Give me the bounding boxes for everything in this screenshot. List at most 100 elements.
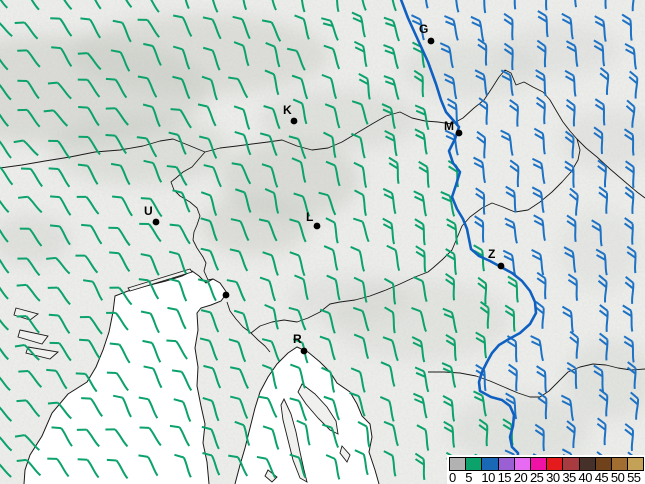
wind-barb <box>265 41 281 68</box>
wind-barb <box>566 361 578 390</box>
wind-barb <box>321 366 336 393</box>
wind-barb <box>626 361 637 390</box>
wind-barb <box>535 96 546 125</box>
legend-color-cell <box>497 457 515 471</box>
wind-barb <box>445 248 458 276</box>
wind-barb <box>78 106 100 127</box>
legend-color-cell <box>465 457 483 471</box>
wind-barb <box>595 248 608 276</box>
wind-barb <box>358 0 367 11</box>
wind-barb <box>573 0 578 8</box>
wind-barb <box>382 187 397 215</box>
wind-barb <box>566 420 576 449</box>
wind-barb <box>414 218 426 246</box>
wind-barb <box>357 421 371 448</box>
wind-barb <box>200 191 218 217</box>
wind-barb <box>318 191 337 216</box>
wind-barb <box>321 73 338 100</box>
wind-barb <box>0 82 12 101</box>
legend-color-cell <box>546 457 564 471</box>
country-border <box>428 363 645 398</box>
wind-barb <box>598 388 609 417</box>
wind-barb <box>200 309 220 333</box>
wind-barb <box>143 365 163 389</box>
wind-barb <box>143 42 162 66</box>
wind-barb <box>0 166 14 186</box>
wind-barb <box>564 69 577 97</box>
wind-barb <box>228 76 249 99</box>
wind-barb <box>413 276 428 302</box>
wind-barb <box>442 394 456 422</box>
wind-barb <box>168 131 187 155</box>
wind-barb <box>105 77 128 99</box>
wind-barb <box>388 156 400 184</box>
wind-barb <box>474 215 485 243</box>
wind-barb <box>51 426 73 447</box>
wind-barb <box>14 344 40 361</box>
wind-barb <box>476 130 487 159</box>
wind-barb <box>201 425 220 450</box>
wind-barb <box>296 419 311 446</box>
wind-barb <box>0 0 8 9</box>
wind-barb <box>596 417 607 446</box>
wind-barb <box>323 131 337 158</box>
legend-color-cell <box>449 457 467 471</box>
wind-barb <box>76 428 100 448</box>
wind-barb <box>475 331 488 359</box>
wind-barb <box>560 394 575 421</box>
wind-barb <box>143 159 163 183</box>
wind-barb <box>46 256 71 275</box>
wind-barb <box>561 12 574 40</box>
wind-barb <box>110 49 131 72</box>
wind-barb <box>563 246 577 273</box>
wind-barb <box>443 420 456 448</box>
wind-barb <box>16 315 40 334</box>
wind-barb <box>112 394 132 418</box>
wind-barb <box>622 304 634 332</box>
wind-barb <box>475 187 486 215</box>
wind-barb <box>353 40 368 68</box>
wind-barb <box>171 369 193 392</box>
island <box>17 329 49 345</box>
wind-barb <box>354 189 367 216</box>
wind-barb <box>202 46 221 71</box>
wind-barb <box>289 397 308 422</box>
wind-barb <box>198 135 218 159</box>
wind-barb <box>537 391 548 420</box>
legend-color-cell <box>578 457 596 471</box>
island <box>127 268 193 292</box>
wind-barb <box>172 75 191 100</box>
wind-barb <box>482 0 487 14</box>
wind-barb <box>264 187 280 214</box>
wind-barb <box>228 454 249 477</box>
wind-barb <box>533 127 546 155</box>
wind-barb <box>105 133 128 155</box>
wind-barb <box>197 278 217 302</box>
wind-barb <box>536 39 547 68</box>
wind-barb <box>351 11 366 38</box>
wind-barb <box>137 75 158 98</box>
wind-barb <box>470 15 485 42</box>
country-border <box>226 138 581 334</box>
wind-barb <box>291 74 309 100</box>
legend-tick-label: 50 <box>610 470 625 484</box>
wind-barb <box>441 362 457 388</box>
wind-barb <box>47 286 71 306</box>
wind-barb <box>229 248 249 272</box>
legend-tick-label: 15 <box>497 470 512 484</box>
wind-barb <box>226 279 246 302</box>
wind-barb <box>109 286 133 306</box>
legend-color-cell <box>627 457 645 471</box>
country-border <box>0 69 645 199</box>
wind-barb <box>138 278 160 300</box>
wind-barb <box>17 79 40 100</box>
wind-barb <box>569 330 579 359</box>
wind-barb <box>20 167 43 188</box>
wind-barb <box>593 39 606 67</box>
city-dot <box>222 291 230 299</box>
legend-color-cell <box>481 457 499 471</box>
wind-barb <box>478 97 489 125</box>
wind-barb <box>623 335 635 363</box>
wind-barb <box>565 40 579 67</box>
wind-barb <box>323 245 339 271</box>
